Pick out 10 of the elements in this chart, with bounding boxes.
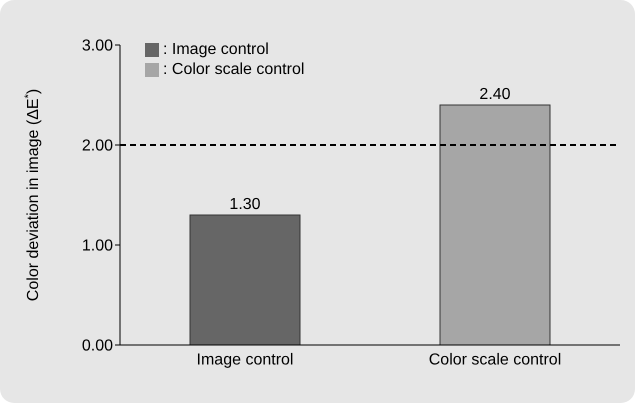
- legend-label: : Image control: [163, 41, 269, 58]
- legend-label: : Color scale control: [163, 61, 304, 78]
- data-label: 2.40: [479, 86, 511, 103]
- y-tick-label: 0.00: [82, 338, 114, 355]
- x-tick-label: Color scale control: [428, 351, 562, 368]
- data-label: 1.30: [229, 196, 261, 213]
- y-tick-label: 3.00: [82, 38, 114, 55]
- y-tick-label: 2.00: [82, 138, 114, 155]
- y-tick-label: 1.00: [82, 238, 114, 255]
- x-tick-label: Image control: [196, 351, 294, 368]
